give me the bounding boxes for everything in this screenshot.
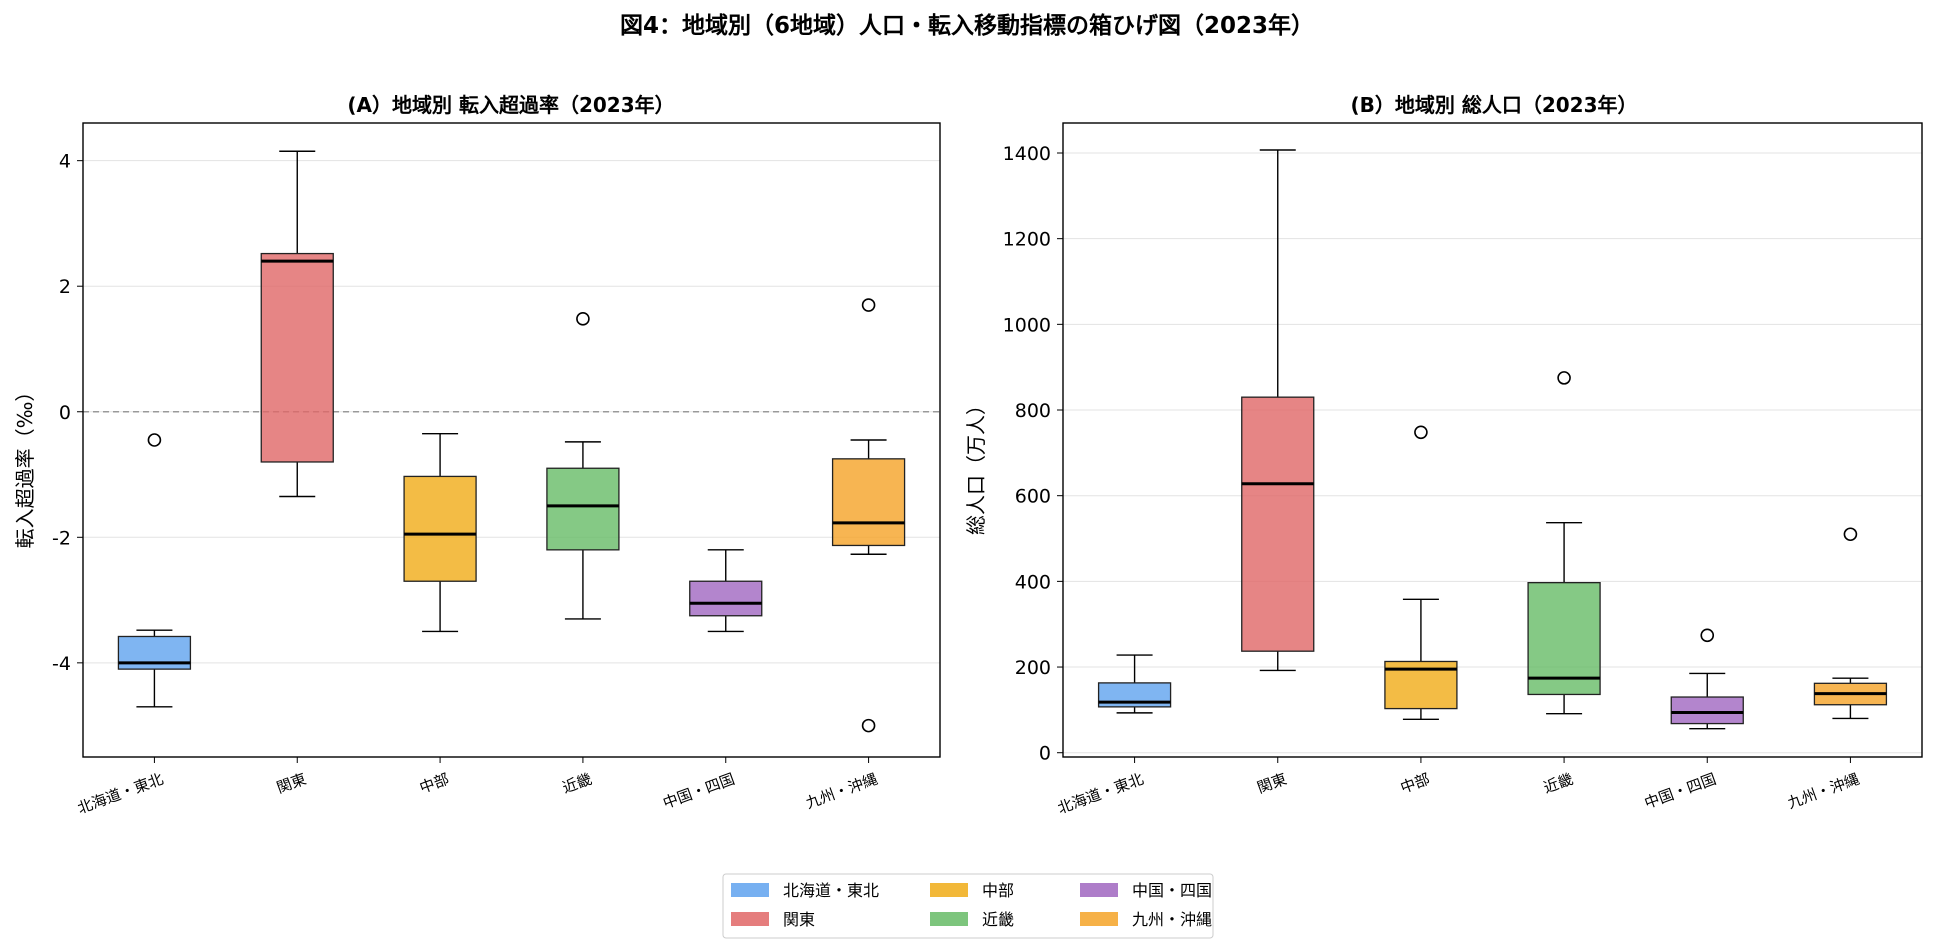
panel-b-x-tick-label: 中国・四国 (1642, 770, 1719, 813)
panel-b-y-tick-label: 600 (1015, 486, 1051, 508)
legend-label: 中国・四国 (1132, 881, 1212, 900)
iqr-box (260, 252, 334, 463)
legend-label: 中部 (982, 881, 1014, 900)
panel-a-box-5 (689, 549, 763, 633)
legend-swatch (731, 912, 769, 926)
panel-a-y-tick-label: 0 (59, 402, 71, 424)
panel-b-y-tick-label: 1200 (1003, 229, 1051, 251)
panel-b-y-tick-label: 1400 (1003, 143, 1051, 165)
panel-b-box-3 (1384, 425, 1458, 721)
panel-b-box-6 (1813, 527, 1888, 720)
panel-b-y-axis-label: 総人口（万人） (964, 395, 988, 535)
panel-a-box-1 (117, 433, 192, 708)
outlier-point (576, 312, 590, 326)
panel-a-y-tick-label: -4 (52, 653, 71, 675)
iqr-box (1527, 582, 1601, 696)
panel-b-x-tick-label: 中部 (1398, 770, 1432, 797)
panel-b-box-1 (1097, 654, 1172, 714)
iqr-box (403, 475, 477, 582)
panel-b-x-tick-label: 九州・沖縄 (1785, 770, 1862, 813)
panel-b-axes-frame (1062, 122, 1923, 758)
panel-b-y-tick-label: 0 (1039, 743, 1051, 765)
iqr-box (1241, 396, 1315, 652)
panel-b-y-tick-label: 800 (1015, 400, 1051, 422)
panel-a-box-6 (831, 298, 906, 733)
panel-a-axes-frame (82, 122, 941, 758)
panel-a-y-tick-label: 4 (59, 151, 71, 173)
legend-label: 北海道・東北 (783, 881, 879, 900)
panel-a-x-tick-label: 中国・四国 (660, 770, 737, 813)
panel-b-x-tick-label: 関東 (1255, 770, 1289, 797)
panel-a-box-3 (403, 433, 477, 633)
legend-swatch (1080, 912, 1118, 926)
panel-b-box-4 (1527, 371, 1601, 715)
legend-swatch (930, 883, 968, 897)
iqr-box (831, 458, 906, 547)
legend-swatch (930, 912, 968, 926)
panel-b-box-5 (1670, 628, 1744, 730)
panel-b-x-tick-label: 近畿 (1541, 770, 1575, 797)
panel-a-x-tick-label: 関東 (274, 770, 308, 797)
panel-a-title: (A）地域別 転入超過率（2023年） (347, 93, 674, 117)
panel-b-y-tick-label: 400 (1015, 571, 1051, 593)
outlier-point (147, 433, 162, 447)
panel-b-total-population: (B）地域別 総人口（2023年） 総人口（万人） 1400 1200 1000 80… (964, 93, 1923, 818)
panel-b-y-tick-label: 200 (1015, 657, 1051, 679)
iqr-box (1670, 696, 1744, 725)
panel-a-box-2 (260, 150, 334, 498)
panel-b-y-tick-label: 1000 (1003, 314, 1051, 336)
panel-a-net-migration-rate: (A）地域別 転入超過率（2023年） 転入超過率（‰） 4 2 0 -2 -4 北海道・… (13, 93, 941, 818)
panel-a-y-axis-label: 転入超過率（‰） (13, 382, 37, 549)
figure-title: 図4：地域別（6地域）人口・転入移動指標の箱ひげ図（2023年） (620, 12, 1314, 39)
outlier-point (1414, 425, 1428, 440)
legend-swatch (731, 883, 769, 897)
panel-b-box-2 (1241, 149, 1315, 672)
panel-a-box-4 (546, 312, 620, 620)
legend-label: 関東 (783, 910, 815, 929)
iqr-box (546, 467, 620, 551)
outlier-point (1843, 527, 1858, 542)
legend-swatch (1080, 883, 1118, 897)
panel-b-title: (B）地域別 総人口（2023年） (1350, 93, 1637, 117)
outlier-point (861, 718, 876, 733)
iqr-box (689, 580, 763, 617)
panel-a-y-tick-label: -2 (52, 527, 71, 549)
panel-a-x-tick-label: 九州・沖縄 (803, 770, 880, 813)
panel-b-x-tick-label: 北海道・東北 (1055, 770, 1146, 818)
outlier-point (861, 298, 876, 312)
outlier-point (1557, 371, 1571, 385)
panel-a-y-tick-label: 2 (59, 276, 71, 298)
legend-label: 九州・沖縄 (1132, 910, 1212, 929)
panel-a-x-tick-label: 北海道・東北 (75, 770, 166, 818)
outlier-point (1700, 628, 1715, 643)
panel-a-x-tick-label: 中部 (417, 770, 451, 797)
panel-a-x-tick-label: 近畿 (560, 770, 594, 797)
legend-label: 近畿 (982, 910, 1014, 929)
